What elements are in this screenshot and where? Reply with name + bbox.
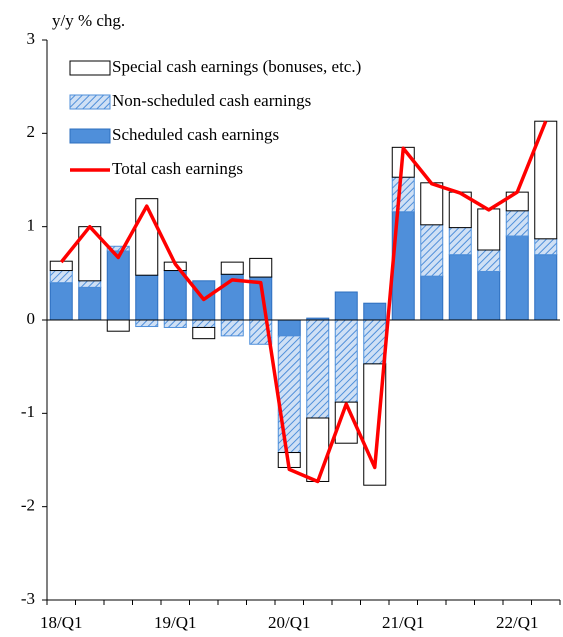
bar	[135, 274, 159, 321]
bar	[220, 261, 244, 275]
bar	[420, 275, 444, 321]
bar	[448, 254, 472, 321]
bar	[135, 198, 159, 276]
bar	[220, 319, 244, 337]
bar	[249, 257, 273, 278]
bar	[192, 326, 216, 340]
y-tick-label: 0	[27, 309, 36, 328]
bar	[391, 176, 415, 213]
x-tick-label: 18/Q1	[40, 613, 83, 632]
bar	[78, 280, 102, 288]
legend-label: Non-scheduled cash earnings	[112, 91, 311, 110]
bar	[277, 335, 301, 454]
x-tick-label: 21/Q1	[382, 613, 425, 632]
bar	[505, 235, 529, 321]
legend-label: Special cash earnings (bonuses, etc.)	[112, 57, 361, 76]
bar	[534, 254, 558, 321]
bar	[106, 319, 130, 332]
y-tick-label: -3	[21, 589, 35, 608]
y-tick-label: 1	[27, 216, 36, 235]
y-tick-label: -1	[21, 402, 35, 421]
y-tick-label: 3	[27, 29, 36, 48]
legend-swatch	[69, 60, 111, 76]
bar	[306, 417, 330, 482]
bar	[106, 245, 130, 252]
x-tick-label: 22/Q1	[496, 613, 539, 632]
bar	[49, 270, 73, 284]
bar	[135, 319, 159, 328]
legend-swatch	[69, 94, 111, 110]
bar	[477, 270, 501, 321]
legend-label: Scheduled cash earnings	[112, 125, 279, 144]
bar	[420, 182, 444, 226]
bar	[334, 319, 358, 403]
legend-label: Total cash earnings	[112, 159, 243, 178]
bar	[106, 250, 130, 321]
y-tick-label: 2	[27, 122, 36, 141]
bar	[505, 210, 529, 237]
bar	[49, 282, 73, 321]
bar	[163, 270, 187, 321]
bar	[363, 302, 387, 321]
bar	[163, 319, 187, 328]
y-axis-label: y/y % chg.	[52, 11, 125, 30]
bar	[448, 227, 472, 256]
bar	[277, 319, 301, 337]
bar	[477, 249, 501, 272]
bar	[363, 319, 387, 365]
bar	[78, 286, 102, 321]
line	[59, 120, 548, 484]
x-tick-label: 19/Q1	[154, 613, 197, 632]
x-tick-label: 20/Q1	[268, 613, 311, 632]
bar	[477, 208, 501, 251]
bar	[192, 319, 216, 328]
y-tick-label: -2	[21, 496, 35, 515]
legend-swatch	[69, 128, 111, 144]
bar	[49, 260, 73, 272]
bar	[334, 291, 358, 321]
bar	[306, 319, 330, 419]
bar	[534, 238, 558, 256]
bar	[420, 224, 444, 277]
